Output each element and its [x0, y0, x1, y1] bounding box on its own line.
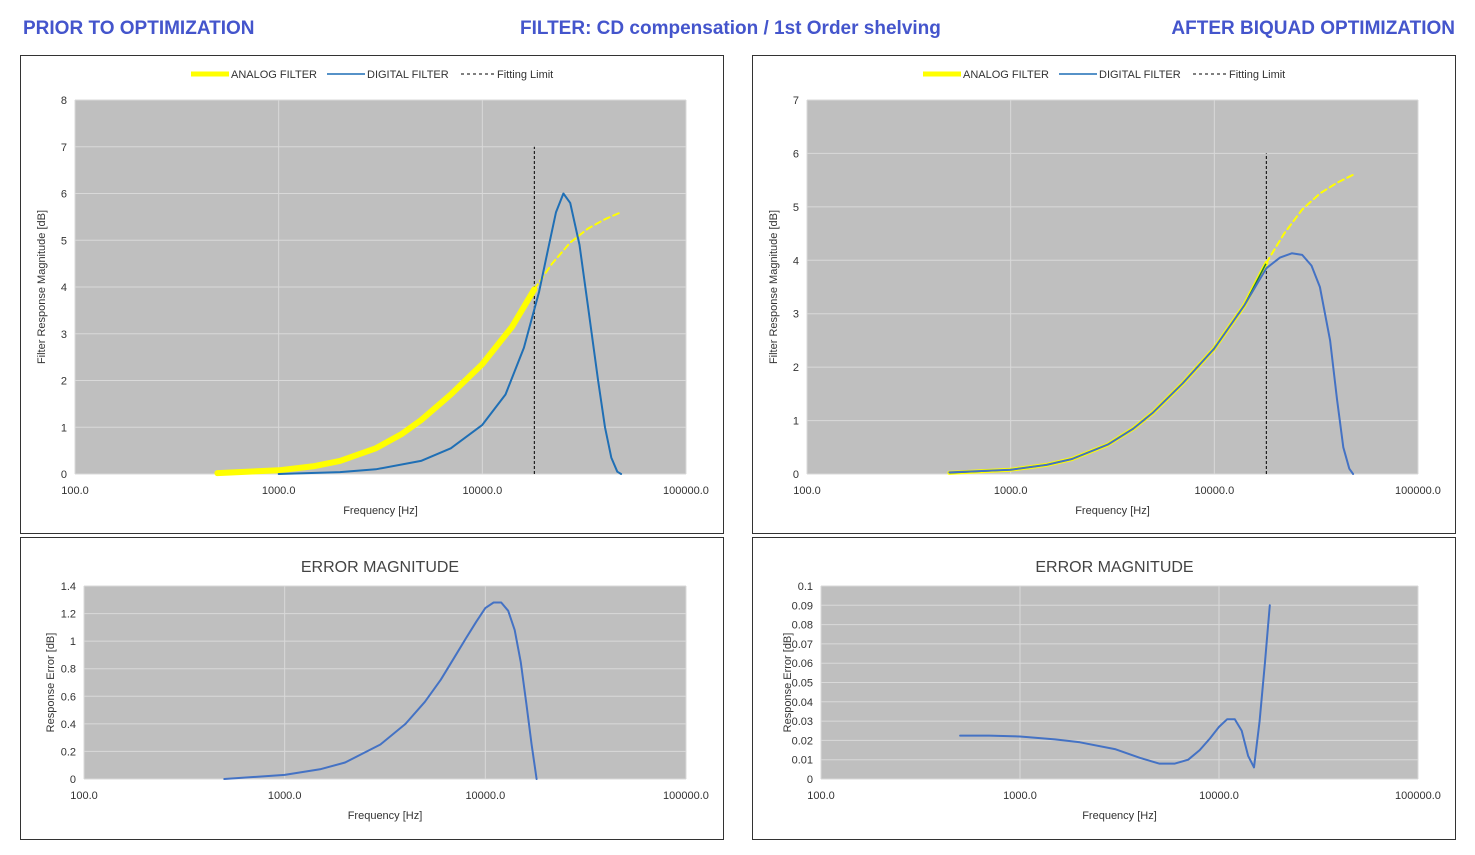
y-tick-label: 0.04 [792, 697, 813, 709]
chart-prior-response: 0 1 2 3 4 5 6 7 8 100.0 1000.0 10000.0 100000.0 Frequ… [20, 55, 724, 534]
y-tick-label: 5 [793, 202, 799, 214]
digital-filter-line [948, 252, 1355, 475]
x-tick-label: 10000.0 [1199, 790, 1239, 802]
legend-label: DIGITAL FILTER [367, 69, 449, 81]
y-axis-label: Filter Response Magnitude [dB] [768, 210, 780, 364]
chart-after-error-svg: 0 0.01 0.02 0.03 0.04 0.05 0.06 0.07 0.08 0.09 0.1… [782, 559, 1441, 822]
y-axis-label: Response Error [dB] [45, 633, 57, 733]
digital-filter-line [277, 192, 623, 475]
x-tick-label: 100000.0 [663, 485, 709, 497]
x-axis-label: Frequency [Hz] [1082, 810, 1157, 822]
chart-prior-error-svg: 0 0.2 0.4 0.6 0.8 1 1.2 1.4 100.0 1000.0 10000.0 10… [45, 559, 709, 822]
x-tick-label: 100000.0 [1395, 790, 1441, 802]
chart-after-response-svg: 0 1 2 3 4 5 6 7 100.0 1000.0 10000.0 100000.0 Freque… [768, 69, 1441, 517]
legend-label: ANALOG FILTER [963, 69, 1049, 81]
chart-after-response: 0 1 2 3 4 5 6 7 100.0 1000.0 10000.0 100000.0 Freque… [752, 55, 1456, 534]
x-axis-label: Frequency [Hz] [348, 810, 423, 822]
x-tick-label: 10000.0 [462, 485, 502, 497]
y-tick-label: 0.4 [61, 719, 76, 731]
y-tick-label: 4 [61, 282, 67, 294]
legend-label: Fitting Limit [497, 69, 553, 81]
analog-filter-extrapolation-line [533, 211, 623, 291]
x-tick-label: 100000.0 [663, 790, 709, 802]
x-axis-label: Frequency [Hz] [343, 505, 418, 517]
legend-label: DIGITAL FILTER [1099, 69, 1181, 81]
y-tick-label: 7 [61, 142, 67, 154]
analog-filter-line [214, 286, 538, 477]
header-filter: FILTER: CD compensation / 1st Order shel… [520, 18, 941, 39]
chart-prior-response-svg: 0 1 2 3 4 5 6 7 8 100.0 1000.0 10000.0 100000.0 Frequ… [36, 69, 709, 517]
y-tick-label: 2 [793, 362, 799, 374]
chart-prior-error: 0 0.2 0.4 0.6 0.8 1 1.2 1.4 100.0 1000.0 10000.0 10… [20, 537, 724, 840]
x-tick-label: 1000.0 [994, 485, 1028, 497]
x-tick-label: 1000.0 [1003, 790, 1037, 802]
y-tick-label: 0.01 [792, 755, 813, 767]
y-tick-label: 0 [70, 774, 76, 786]
y-tick-label: 1.2 [61, 609, 76, 621]
x-tick-label: 100.0 [807, 790, 835, 802]
x-axis-label: Frequency [Hz] [1075, 505, 1150, 517]
y-tick-label: 1 [61, 422, 67, 434]
y-tick-label: 0.02 [792, 735, 813, 747]
y-tick-label: 0.09 [792, 600, 813, 612]
y-tick-label: 5 [61, 235, 67, 247]
x-tick-label: 100000.0 [1395, 485, 1441, 497]
y-tick-label: 0 [61, 469, 67, 481]
error-line [959, 604, 1271, 769]
x-tick-label: 1000.0 [268, 790, 302, 802]
y-tick-label: 0 [793, 469, 799, 481]
y-tick-label: 3 [793, 309, 799, 321]
legend-label: ANALOG FILTER [231, 69, 317, 81]
y-tick-label: 1 [793, 416, 799, 428]
y-tick-label: 0.6 [61, 691, 76, 703]
y-tick-label: 0.07 [792, 639, 813, 651]
header-prior: PRIOR TO OPTIMIZATION [23, 18, 255, 39]
y-tick-label: 8 [61, 95, 67, 107]
y-tick-label: 0.1 [798, 581, 813, 593]
x-tick-label: 100.0 [793, 485, 821, 497]
x-tick-label: 1000.0 [262, 485, 296, 497]
y-tick-label: 3 [61, 329, 67, 341]
y-axis-label: Response Error [dB] [782, 633, 794, 733]
y-tick-label: 1 [70, 636, 76, 648]
y-tick-label: 7 [793, 95, 799, 107]
header-after: AFTER BIQUAD OPTIMIZATION [1171, 18, 1455, 39]
y-tick-label: 0.08 [792, 620, 813, 632]
y-tick-label: 0.2 [61, 746, 76, 758]
y-tick-label: 0 [807, 774, 813, 786]
x-tick-label: 10000.0 [465, 790, 505, 802]
x-tick-label: 100.0 [61, 485, 89, 497]
legend-label: Fitting Limit [1229, 69, 1285, 81]
y-tick-label: 6 [793, 148, 799, 160]
chart-after-error: 0 0.01 0.02 0.03 0.04 0.05 0.06 0.07 0.08 0.09 0.1… [752, 537, 1456, 840]
chart-title: ERROR MAGNITUDE [301, 559, 459, 576]
chart-title: ERROR MAGNITUDE [1035, 559, 1193, 576]
plot-area [84, 586, 686, 779]
y-tick-label: 6 [61, 189, 67, 201]
error-line [223, 601, 538, 780]
plot-area [807, 100, 1418, 474]
y-tick-label: 1.4 [61, 581, 76, 593]
y-tick-label: 4 [793, 255, 799, 267]
analog-filter-extrapolation-line [1265, 173, 1355, 264]
y-axis-label: Filter Response Magnitude [dB] [36, 210, 48, 364]
x-tick-label: 100.0 [70, 790, 98, 802]
y-tick-label: 0.8 [61, 664, 76, 676]
x-tick-label: 10000.0 [1194, 485, 1234, 497]
y-tick-label: 0.03 [792, 716, 813, 728]
y-tick-label: 0.05 [792, 678, 813, 690]
y-tick-label: 0.06 [792, 658, 813, 670]
y-tick-label: 2 [61, 376, 67, 388]
